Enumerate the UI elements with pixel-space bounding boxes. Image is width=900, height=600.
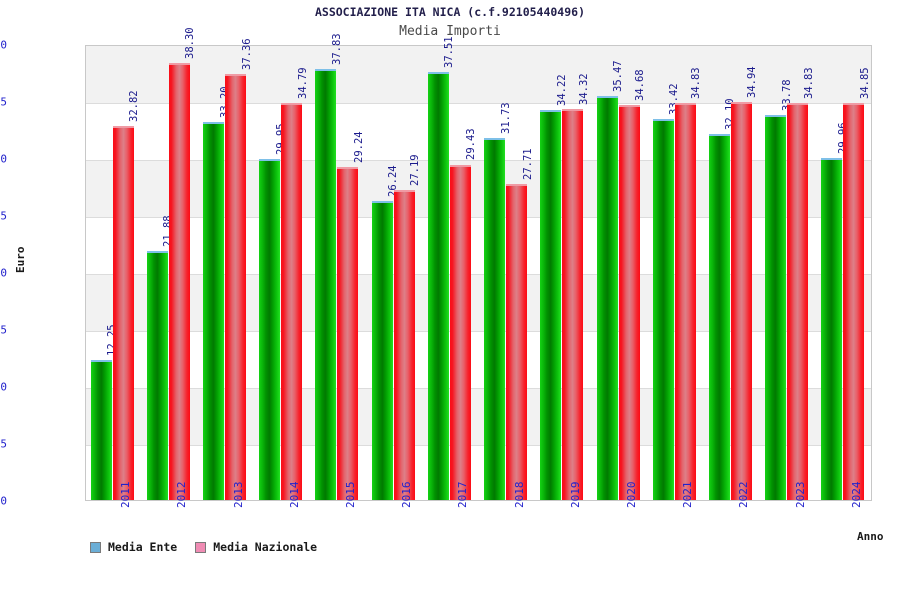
- x-tick-label: 2013: [231, 481, 245, 509]
- bar[interactable]: [281, 103, 303, 500]
- x-tick-label: 2014: [287, 481, 301, 509]
- bar[interactable]: [730, 101, 752, 500]
- y-tick-label: 5: [0, 437, 7, 451]
- bar-value-label: 29.43: [465, 128, 478, 161]
- bar-value-label: 34.22: [555, 74, 568, 106]
- plot-area: 12.2532.8221.8838.3033.2037.3629.9534.79…: [85, 28, 872, 501]
- x-tick-label: 2018: [512, 481, 526, 509]
- bar[interactable]: [146, 250, 168, 500]
- bar[interactable]: [843, 102, 865, 500]
- bar-value-label: 35.47: [612, 60, 625, 92]
- bar[interactable]: [618, 104, 640, 500]
- x-tick-label: 2023: [793, 481, 807, 509]
- bar[interactable]: [90, 360, 112, 500]
- x-tick-label: 2020: [625, 481, 639, 509]
- bar-value-label: 27.71: [521, 148, 534, 181]
- y-tick-label: 15: [0, 323, 7, 337]
- bar[interactable]: [259, 158, 281, 500]
- legend-label: Media Nazionale: [213, 540, 318, 554]
- x-tick-label: 2012: [175, 481, 189, 509]
- bar-value-label: 34.85: [858, 67, 871, 99]
- legend-item[interactable]: Media Nazionale: [195, 540, 317, 554]
- bar[interactable]: [787, 102, 809, 500]
- bar-value-label: 34.68: [634, 69, 647, 101]
- chart-title: ASSOCIAZIONE ITA NICA (c.f.92105440496): [314, 5, 586, 19]
- grid-band: [86, 46, 871, 103]
- y-axis-title: Euro: [14, 246, 27, 274]
- legend-swatch-icon: [90, 541, 101, 553]
- bar[interactable]: [427, 72, 449, 500]
- x-axis-title: Anno: [857, 530, 884, 543]
- x-tick-label: 2022: [737, 481, 751, 509]
- legend-item[interactable]: Media Ente: [90, 540, 177, 554]
- bar[interactable]: [315, 68, 337, 500]
- legend-swatch-icon: [195, 541, 207, 553]
- bar-value-label: 27.19: [409, 154, 422, 187]
- chart-subtitle: Media Importi: [399, 24, 501, 39]
- gridline: [86, 388, 871, 389]
- bar[interactable]: [506, 184, 528, 500]
- y-tick-label: 35: [0, 95, 7, 109]
- y-tick-label: 40: [0, 38, 7, 52]
- bar[interactable]: [540, 109, 562, 500]
- bar-value-label: 37.83: [330, 33, 343, 65]
- bar[interactable]: [371, 200, 393, 500]
- bar[interactable]: [112, 125, 134, 500]
- bar-value-label: 34.83: [802, 67, 815, 99]
- chart-legend: Media Ente Media Nazionale: [90, 540, 317, 554]
- x-tick-label: 2016: [400, 481, 414, 509]
- bar-value-label: 34.83: [690, 67, 703, 99]
- bar-value-label: 32.82: [128, 90, 141, 122]
- bar[interactable]: [821, 158, 843, 500]
- gridline: [86, 217, 871, 218]
- bar[interactable]: [484, 138, 506, 500]
- bar-value-label: 34.94: [746, 66, 759, 98]
- x-tick-label: 2015: [343, 481, 357, 509]
- bar[interactable]: [652, 119, 674, 500]
- bar-value-label: 37.36: [240, 38, 253, 71]
- bar-value-label: 31.73: [499, 102, 512, 135]
- bar-value-label: 29.24: [352, 131, 365, 163]
- bar[interactable]: [337, 166, 359, 500]
- y-tick-label: 30: [0, 152, 7, 166]
- x-tick-label: 2021: [681, 481, 695, 509]
- bar[interactable]: [168, 63, 190, 500]
- bar-value-label: 37.51: [443, 36, 456, 69]
- bar[interactable]: [708, 134, 730, 500]
- bar[interactable]: [393, 190, 415, 500]
- bar[interactable]: [674, 102, 696, 500]
- gridline: [86, 160, 871, 161]
- gridline: [86, 331, 871, 332]
- bar[interactable]: [562, 108, 584, 500]
- bar[interactable]: [225, 74, 247, 500]
- y-tick-label: 0: [0, 494, 7, 508]
- bar-value-label: 34.79: [296, 67, 309, 100]
- x-tick-label: 2019: [568, 481, 582, 509]
- gridline: [86, 274, 871, 275]
- y-tick-label: 10: [0, 380, 7, 394]
- gridline: [86, 445, 871, 446]
- bar[interactable]: [203, 121, 225, 500]
- bar[interactable]: [596, 95, 618, 500]
- x-tick-label: 2017: [456, 481, 470, 509]
- bar[interactable]: [765, 114, 787, 500]
- legend-label: Media Ente: [108, 540, 178, 554]
- x-tick-label: 2024: [849, 481, 863, 509]
- y-tick-label: 25: [0, 209, 7, 223]
- x-tick-label: 2011: [119, 481, 133, 509]
- gridline: [86, 103, 871, 104]
- bar-value-label: 38.30: [184, 27, 197, 60]
- bar-value-label: 34.32: [577, 73, 590, 105]
- y-tick-label: 20: [0, 266, 7, 280]
- bar[interactable]: [449, 164, 471, 500]
